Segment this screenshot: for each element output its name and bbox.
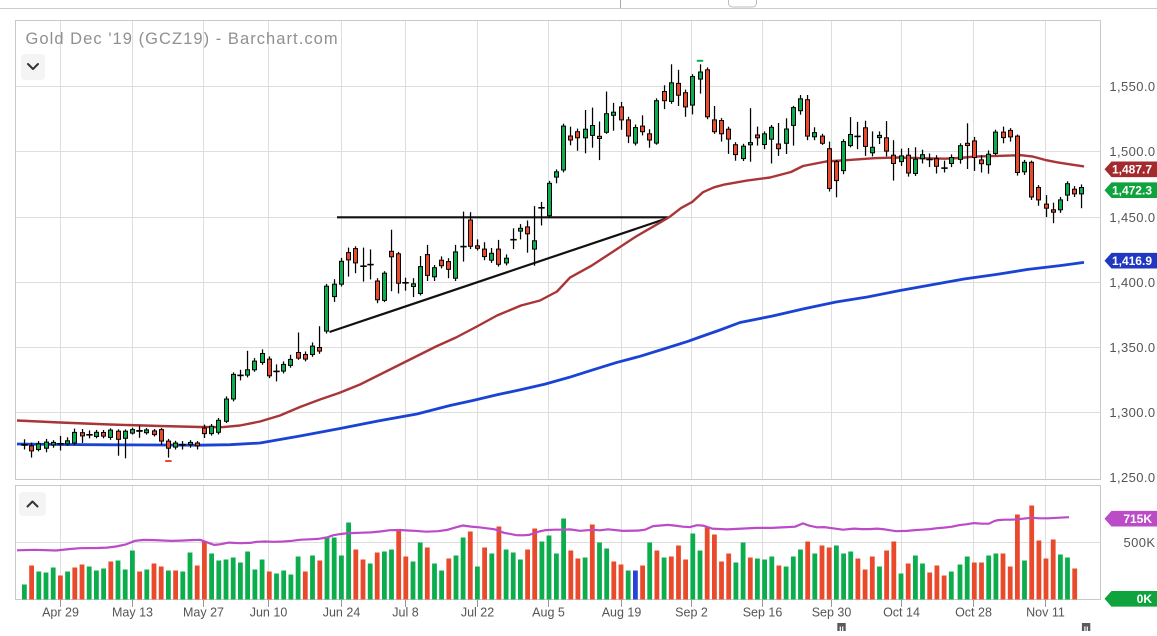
svg-text:1,500.0: 1,500.0	[1109, 144, 1155, 159]
svg-text:1,416.9: 1,416.9	[1112, 254, 1152, 268]
svg-text:May 27: May 27	[183, 606, 224, 620]
svg-text:1,550.0: 1,550.0	[1109, 79, 1155, 94]
svg-text:Nov 11: Nov 11	[1026, 606, 1065, 620]
svg-text:1,350.0: 1,350.0	[1109, 340, 1155, 355]
svg-text:Oct 28: Oct 28	[955, 606, 992, 620]
svg-text:1,472.3: 1,472.3	[1112, 183, 1152, 197]
svg-text:1,487.7: 1,487.7	[1112, 163, 1152, 177]
svg-text:500K: 500K	[1124, 535, 1156, 550]
svg-text:Jul 8: Jul 8	[392, 606, 418, 620]
svg-text:Gold Dec '19 (GCZ19) - Barchar: Gold Dec '19 (GCZ19) - Barchart.com	[26, 30, 339, 48]
svg-text:1,250.0: 1,250.0	[1109, 470, 1155, 485]
svg-text:Sep 30: Sep 30	[812, 606, 852, 620]
svg-text:Aug 5: Aug 5	[532, 606, 565, 620]
svg-text:Sep 2: Sep 2	[675, 606, 708, 620]
svg-text:Jun 24: Jun 24	[323, 606, 361, 620]
svg-text:0K: 0K	[1137, 592, 1153, 606]
svg-text:1,400.0: 1,400.0	[1109, 275, 1155, 290]
svg-text:Jul 22: Jul 22	[461, 606, 494, 620]
svg-text:May 13: May 13	[112, 606, 153, 620]
svg-text:Jun 10: Jun 10	[250, 606, 288, 620]
svg-text:1,300.0: 1,300.0	[1109, 405, 1155, 420]
svg-text:Aug 19: Aug 19	[602, 606, 642, 620]
svg-text:Sep 16: Sep 16	[743, 606, 783, 620]
svg-text:1,450.0: 1,450.0	[1109, 210, 1155, 225]
svg-text:Oct 14: Oct 14	[883, 606, 920, 620]
svg-text:715K: 715K	[1123, 512, 1152, 526]
svg-text:Apr 29: Apr 29	[42, 606, 79, 620]
